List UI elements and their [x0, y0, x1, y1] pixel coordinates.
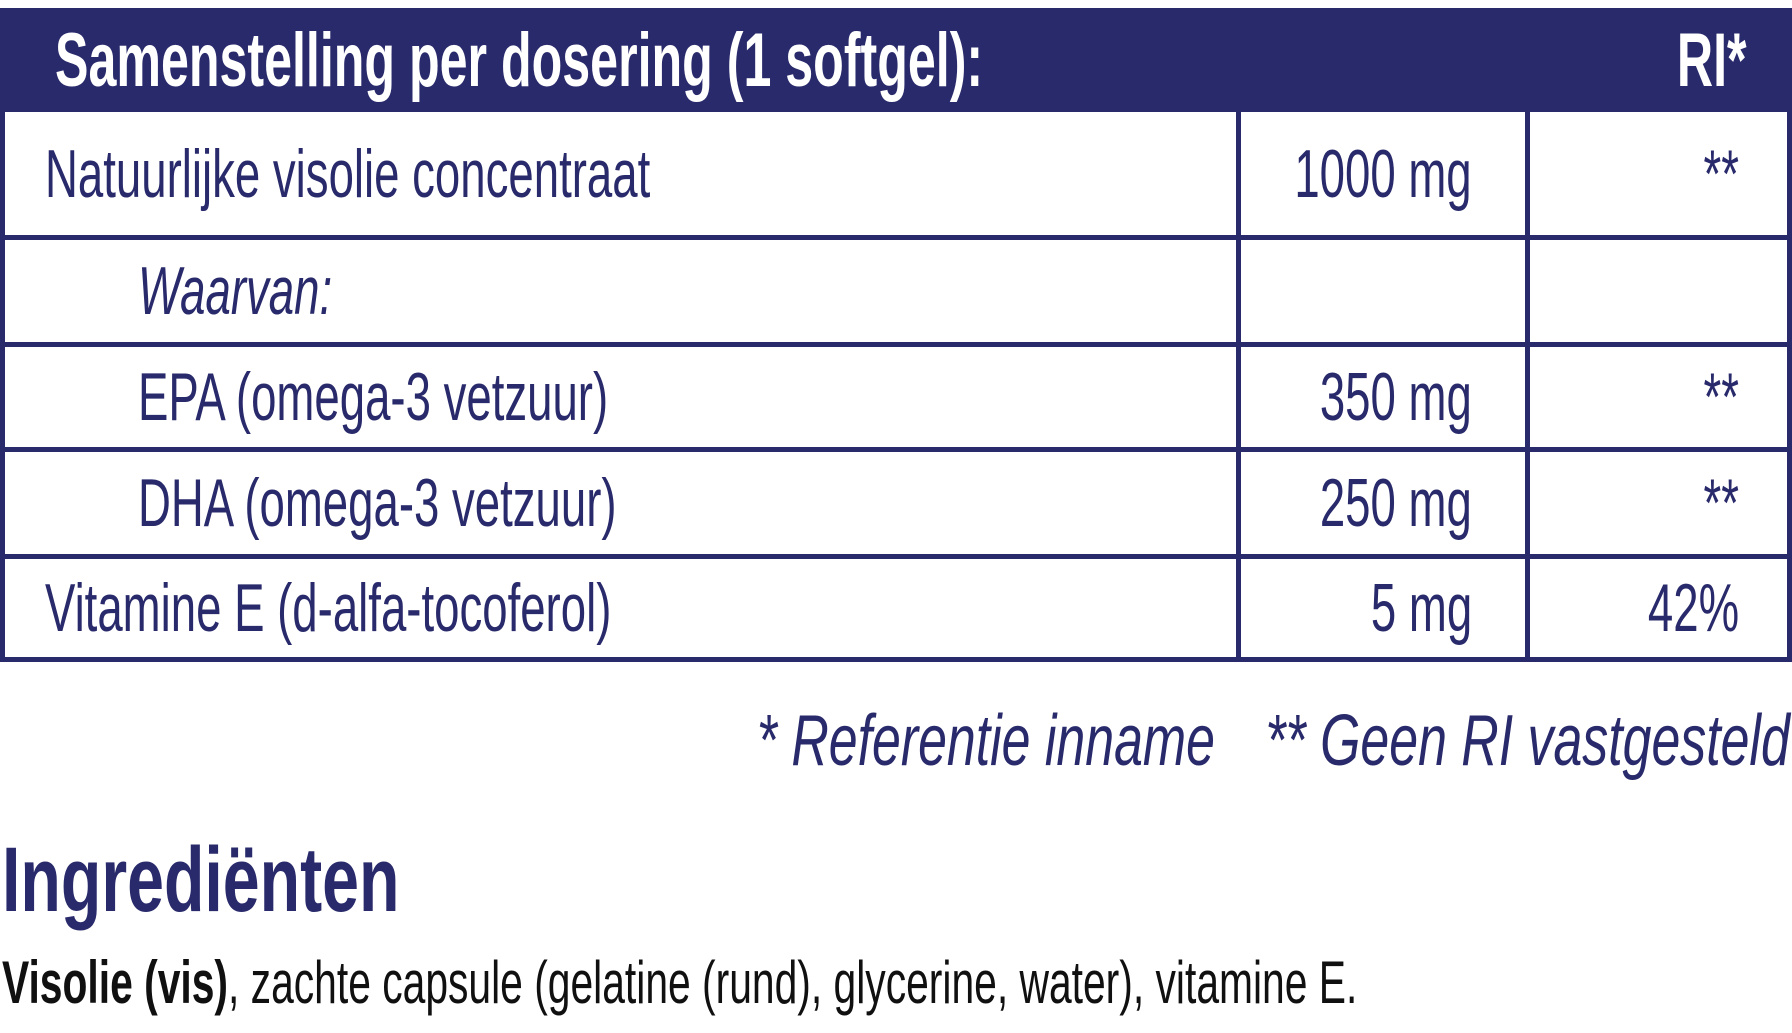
ri-header-label: RI* — [1677, 17, 1747, 103]
ingredient-cell: Natuurlijke visolie concentraat — [5, 112, 1236, 235]
reference-note: * Referentie inname — [756, 701, 1216, 781]
ri-value: ** — [1703, 135, 1739, 212]
ingredient-label: DHA (omega-3 vetzuur) — [138, 465, 617, 541]
ingredient-rest: , zachte capsule (gelatine (rund), glyce… — [228, 949, 1358, 1016]
no-ri-note: ** Geen RI vastgesteld — [1265, 701, 1790, 781]
ri-value: ** — [1703, 465, 1739, 541]
amount-cell: 250 mg — [1236, 452, 1525, 554]
ingredient-cell: Waarvan: — [5, 240, 1236, 342]
ingredients-text: Visolie (vis), zachte capsule (gelatine … — [2, 950, 1792, 1016]
ingredient-label: Natuurlijke visolie concentraat — [45, 135, 651, 212]
ingredient-cell: DHA (omega-3 vetzuur) — [5, 452, 1236, 554]
table-title: Samenstelling per dosering (1 softgel): — [55, 17, 984, 103]
amount-cell — [1236, 240, 1525, 342]
ri-cell: ** — [1525, 112, 1787, 235]
ingredient-label: Vitamine E (d-alfa-tocoferol) — [45, 570, 612, 646]
ri-cell: ** — [1525, 347, 1787, 447]
ingredients-heading: Ingrediënten — [2, 829, 400, 931]
table-row: Vitamine E (d-alfa-tocoferol) 5 mg 42% — [5, 554, 1787, 657]
table-row: EPA (omega-3 vetzuur) 350 mg ** — [5, 342, 1787, 447]
amount-value: 1000 mg — [1294, 135, 1472, 212]
ri-value: ** — [1703, 359, 1739, 435]
amount-cell: 1000 mg — [1236, 112, 1525, 235]
ingredient-cell: Vitamine E (d-alfa-tocoferol) — [5, 559, 1236, 657]
amount-value: 5 mg — [1370, 570, 1472, 646]
footnote: * Referentie inname ** Geen RI vastgestel… — [355, 700, 1790, 782]
amount-value: 250 mg — [1320, 465, 1472, 541]
ingredient-bold: Visolie (vis) — [2, 949, 229, 1016]
amount-cell: 350 mg — [1236, 347, 1525, 447]
table-row: DHA (omega-3 vetzuur) 250 mg ** — [5, 447, 1787, 554]
ingredient-cell: EPA (omega-3 vetzuur) — [5, 347, 1236, 447]
table-header: Samenstelling per dosering (1 softgel): … — [0, 8, 1792, 112]
ri-value: 42% — [1647, 570, 1739, 646]
table-row: Waarvan: — [5, 235, 1787, 342]
ri-cell: ** — [1525, 452, 1787, 554]
ri-cell — [1525, 240, 1787, 342]
table-row: Natuurlijke visolie concentraat 1000 mg … — [5, 112, 1787, 235]
ingredient-label: Waarvan: — [138, 253, 333, 329]
amount-value: 350 mg — [1320, 359, 1472, 435]
ri-cell: 42% — [1525, 559, 1787, 657]
amount-cell: 5 mg — [1236, 559, 1525, 657]
ingredient-label: EPA (omega-3 vetzuur) — [138, 359, 609, 435]
supplement-facts-table: Natuurlijke visolie concentraat 1000 mg … — [0, 112, 1792, 662]
